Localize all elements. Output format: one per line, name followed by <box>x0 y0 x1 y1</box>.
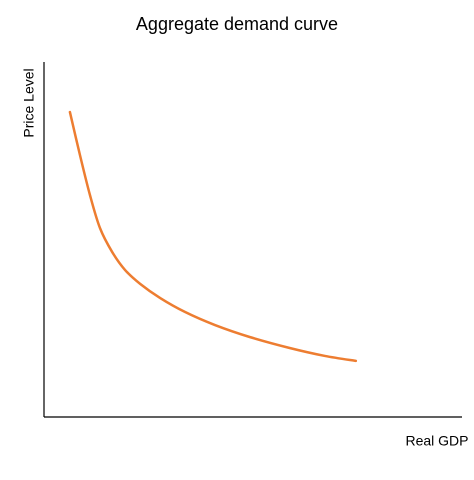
chart-title: Aggregate demand curve <box>136 14 338 34</box>
demand-curve <box>68 110 358 363</box>
x-axis-label: Real GDP <box>405 433 468 449</box>
y-axis-label: Price Level <box>21 68 37 137</box>
